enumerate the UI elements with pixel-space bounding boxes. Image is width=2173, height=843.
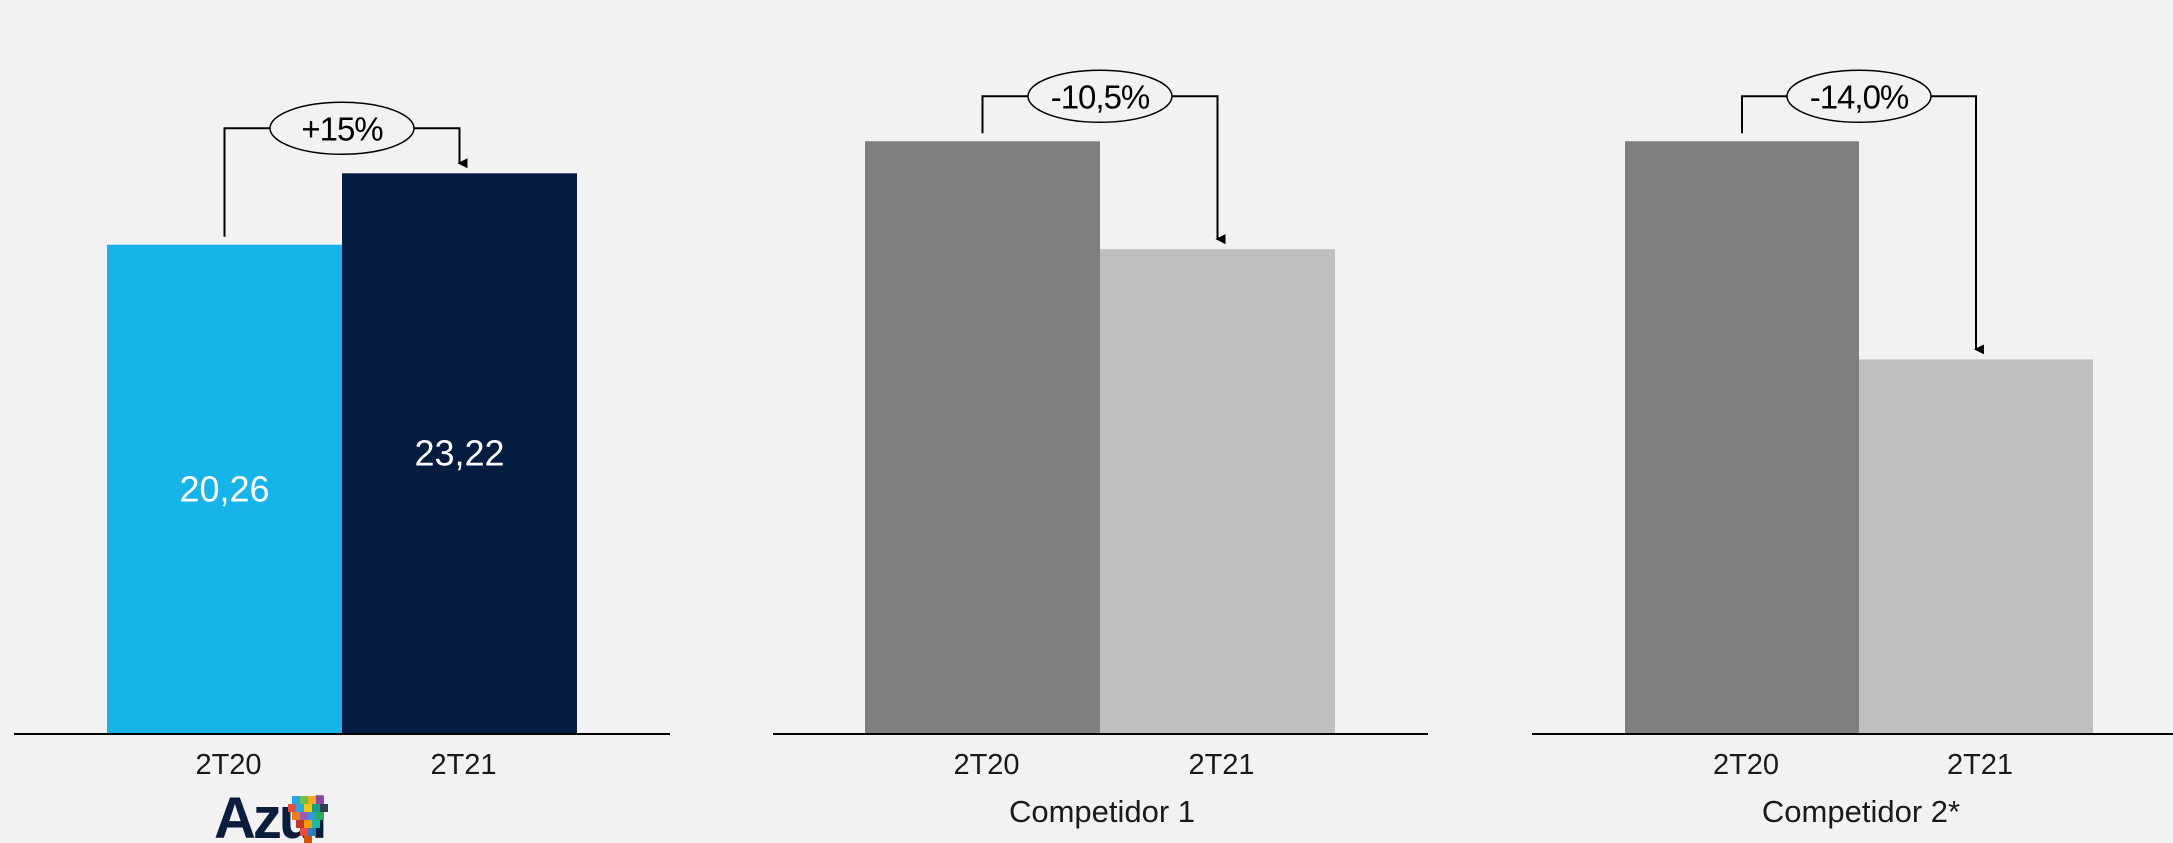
bar-2t21 [1859,359,2093,734]
bar-2t21 [1100,249,1335,734]
x-tick-label: 2T21 [430,749,496,781]
bar-2t20 [1625,141,1859,735]
data-label: 20,26 [179,468,269,509]
x-tick-label: 2T20 [195,749,261,781]
data-label: 23,22 [414,433,504,474]
change-label: +15% [301,110,383,147]
bar-2t21 [342,173,577,734]
change-badge [1786,69,1932,124]
x-tick-label: 2T21 [1947,749,2013,781]
x-tick-label: 2T20 [1713,749,1779,781]
bar-2t20 [107,244,342,734]
panel-label: Competidor 2* [1762,794,1960,829]
change-badge [269,101,415,156]
panel-label: Competidor 1 [1009,794,1195,829]
x-tick-label: 2T21 [1188,749,1254,781]
change-label: -14,0% [1810,78,1909,115]
change-badge [1027,69,1173,124]
brazil-map-icon [288,796,328,843]
x-tick-label: 2T20 [953,749,1019,781]
change-label: -10,5% [1051,78,1150,115]
bar-2t20 [865,141,1100,735]
